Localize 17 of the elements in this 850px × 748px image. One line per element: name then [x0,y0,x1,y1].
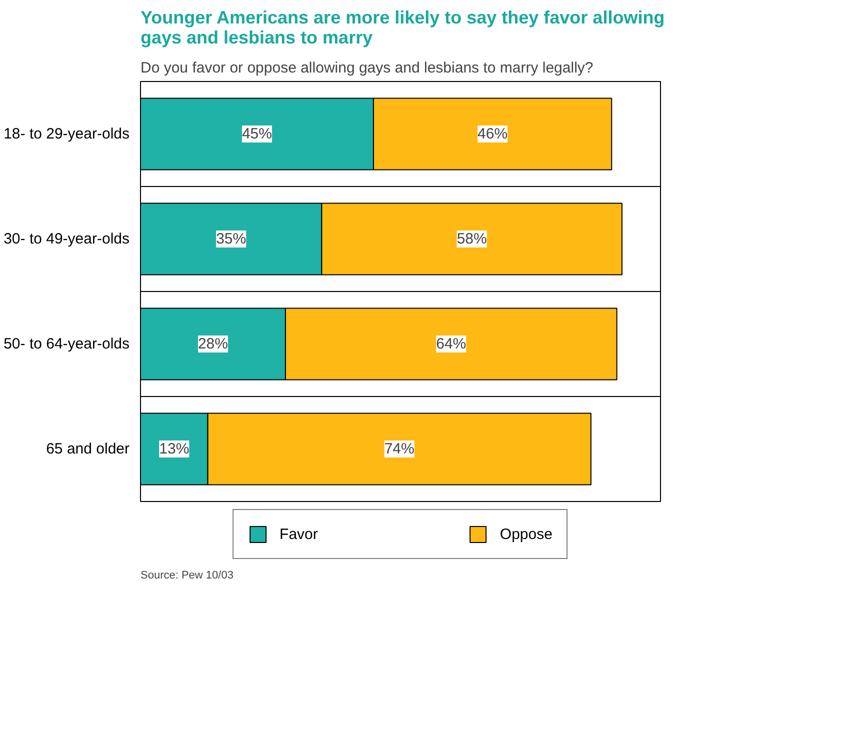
y-tick-label: 65 and older [46,440,130,458]
legend-label: Favor [280,526,318,542]
data-label: 46% [478,126,508,142]
y-tick-label: 18- to 29-year-olds [4,126,130,142]
data-label: 74% [384,440,414,458]
y-tick-label: 30- to 49-year-olds [4,230,130,248]
data-label: 35% [216,230,246,248]
data-label: 45% [242,126,272,142]
legend-label: Oppose [500,526,552,542]
chart-title: Younger Americans are more likely to say they favor allowing gays and lesbians to marry [140,8,665,48]
data-label: 28% [198,336,228,352]
chart-subtitle: Do you favor or oppose allowing gays and lesbians to marry legally? [140,60,594,76]
data-label: 64% [436,336,466,352]
y-tick-label: 50- to 64-year-olds [4,336,130,352]
data-label: 58% [456,230,487,248]
source-note: Source: Pew 10/03 [140,570,234,582]
data-label: 13% [159,440,190,458]
